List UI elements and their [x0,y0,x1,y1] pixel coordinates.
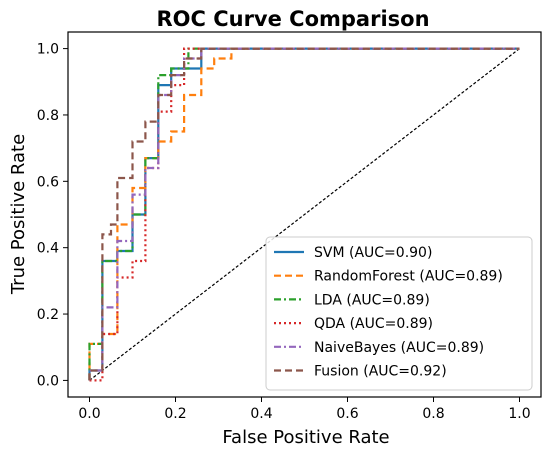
x-tick-label: 0.0 [78,406,100,422]
legend-label: SVM (AUC=0.90) [314,245,432,261]
roc-curve-2 [88,47,520,381]
y-tick-label: 0.4 [37,241,59,257]
y-tick-label: 0.6 [37,174,59,190]
roc-curve-5 [88,47,520,381]
y-tick-label: 0.8 [37,108,59,124]
x-tick-label: 1.0 [508,406,530,422]
y-tick-label: 1.0 [37,42,59,58]
legend-box [265,236,533,391]
legend-label: QDA (AUC=0.89) [314,316,433,332]
legend: SVM (AUC=0.90) RandomForest (AUC=0.89) LDA… [265,236,533,391]
y-axis-ticks: 0.0 0.2 0.4 0.6 0.8 1.0 [37,42,68,389]
roc-curve-6 [88,47,520,381]
diagonal-reference-line [89,48,520,381]
y-tick-label: 0.2 [37,307,59,323]
legend-label: Fusion (AUC=0.92) [314,364,447,380]
plot-area [88,47,520,382]
x-axis-ticks: 0.0 0.2 0.4 0.6 0.8 1.0 [78,397,531,422]
x-tick-label: 0.2 [164,406,186,422]
x-tick-label: 0.6 [336,406,358,422]
legend-label: NaiveBayes (AUC=0.89) [314,340,484,356]
legend-label: LDA (AUC=0.89) [314,292,430,308]
x-tick-label: 0.8 [422,406,444,422]
x-tick-label: 0.4 [250,406,272,422]
y-axis-label: True Positive Rate [8,134,29,295]
plot-frame [67,31,542,398]
x-axis-label: False Positive Rate [222,427,389,448]
legend-label: RandomForest (AUC=0.89) [314,269,503,285]
chart-title: ROC Curve Comparison [156,7,429,31]
y-tick-label: 0.0 [37,373,59,389]
